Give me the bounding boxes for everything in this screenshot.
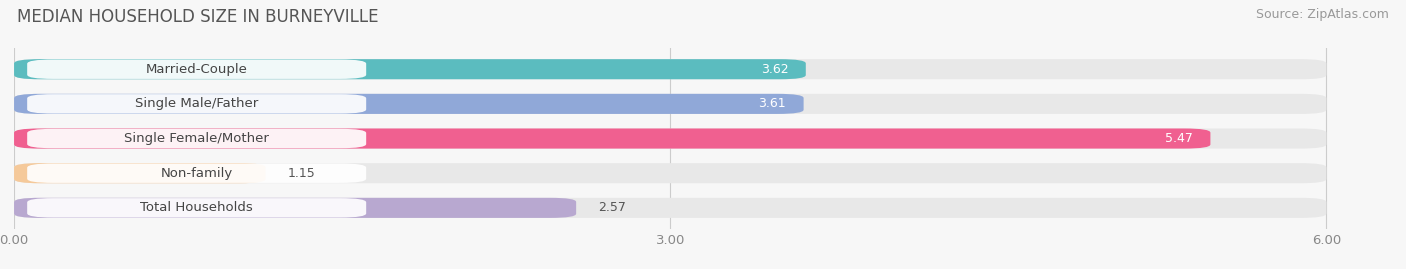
FancyBboxPatch shape — [27, 94, 366, 114]
Text: Married-Couple: Married-Couple — [146, 63, 247, 76]
FancyBboxPatch shape — [27, 59, 366, 79]
FancyBboxPatch shape — [14, 129, 1211, 148]
FancyBboxPatch shape — [27, 164, 366, 183]
FancyBboxPatch shape — [14, 163, 266, 183]
Text: 2.57: 2.57 — [598, 201, 626, 214]
FancyBboxPatch shape — [14, 129, 1326, 148]
Text: 1.15: 1.15 — [287, 167, 315, 180]
FancyBboxPatch shape — [27, 129, 366, 148]
FancyBboxPatch shape — [14, 59, 806, 79]
FancyBboxPatch shape — [14, 94, 1326, 114]
FancyBboxPatch shape — [14, 94, 804, 114]
Text: 3.62: 3.62 — [761, 63, 789, 76]
Text: 3.61: 3.61 — [758, 97, 786, 110]
Text: Total Households: Total Households — [141, 201, 253, 214]
FancyBboxPatch shape — [14, 198, 576, 218]
Text: 5.47: 5.47 — [1166, 132, 1192, 145]
Text: Non-family: Non-family — [160, 167, 233, 180]
FancyBboxPatch shape — [14, 198, 1326, 218]
FancyBboxPatch shape — [27, 198, 366, 218]
FancyBboxPatch shape — [14, 163, 1326, 183]
Text: MEDIAN HOUSEHOLD SIZE IN BURNEYVILLE: MEDIAN HOUSEHOLD SIZE IN BURNEYVILLE — [17, 8, 378, 26]
FancyBboxPatch shape — [14, 59, 1326, 79]
Text: Source: ZipAtlas.com: Source: ZipAtlas.com — [1256, 8, 1389, 21]
Text: Single Male/Father: Single Male/Father — [135, 97, 259, 110]
Text: Single Female/Mother: Single Female/Mother — [124, 132, 269, 145]
